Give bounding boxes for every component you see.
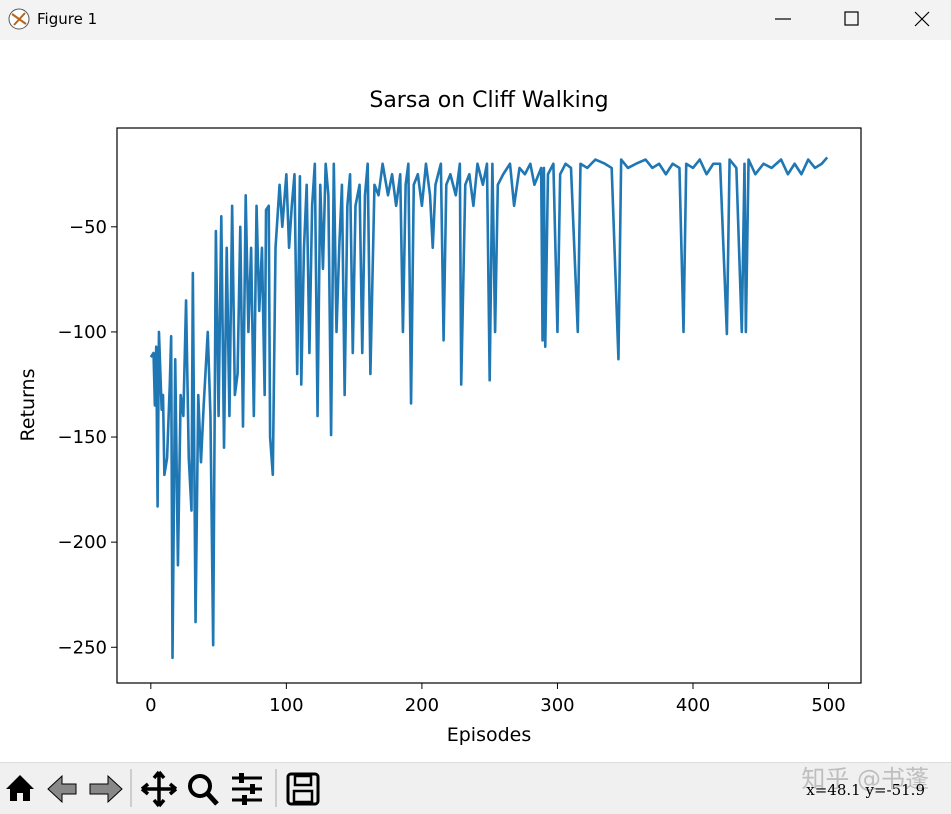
y-tick-label: −250 <box>58 637 107 658</box>
title-bar: Figure 1 <box>0 0 951 40</box>
home-button[interactable] <box>6 775 34 801</box>
configure-button[interactable] <box>232 773 262 805</box>
watermark: 知乎 @书蓬 <box>801 765 929 793</box>
maximize-button[interactable] <box>844 11 859 26</box>
x-tick-label: 200 <box>405 695 439 716</box>
forward-button[interactable] <box>89 774 123 804</box>
y-tick-label: −150 <box>58 427 107 448</box>
zoom-button[interactable] <box>188 774 219 806</box>
data-line <box>149 156 829 660</box>
y-axis-label: Returns <box>17 369 39 442</box>
y-tick-label: −50 <box>69 217 107 238</box>
save-button[interactable] <box>286 772 320 806</box>
x-tick-label: 400 <box>676 695 710 716</box>
title-bar-icons <box>8 8 930 30</box>
x-axis-label: Episodes <box>447 724 532 746</box>
toolbar: 知乎 @书蓬 x=48.1 y=-51.9 <box>0 762 951 814</box>
toolbar-buttons <box>6 769 320 808</box>
chart-title: Sarsa on Cliff Walking <box>369 88 608 113</box>
x-tick-label: 0 <box>145 695 156 716</box>
x-tick-label: 500 <box>811 695 845 716</box>
x-tick-label: 100 <box>269 695 303 716</box>
cursor-status: x=48.1 y=-51.9 <box>806 781 925 799</box>
close-button[interactable] <box>914 11 930 27</box>
back-button[interactable] <box>47 774 77 804</box>
x-tick-label: 300 <box>540 695 574 716</box>
app-icon-glyph <box>11 12 27 26</box>
window-title: Figure 1 <box>37 10 98 28</box>
pan-button[interactable] <box>140 770 178 808</box>
y-tick-label: −100 <box>58 322 107 343</box>
chart: Sarsa on Cliff Walking Episodes Returns … <box>17 88 862 746</box>
y-tick-label: −200 <box>58 532 107 553</box>
